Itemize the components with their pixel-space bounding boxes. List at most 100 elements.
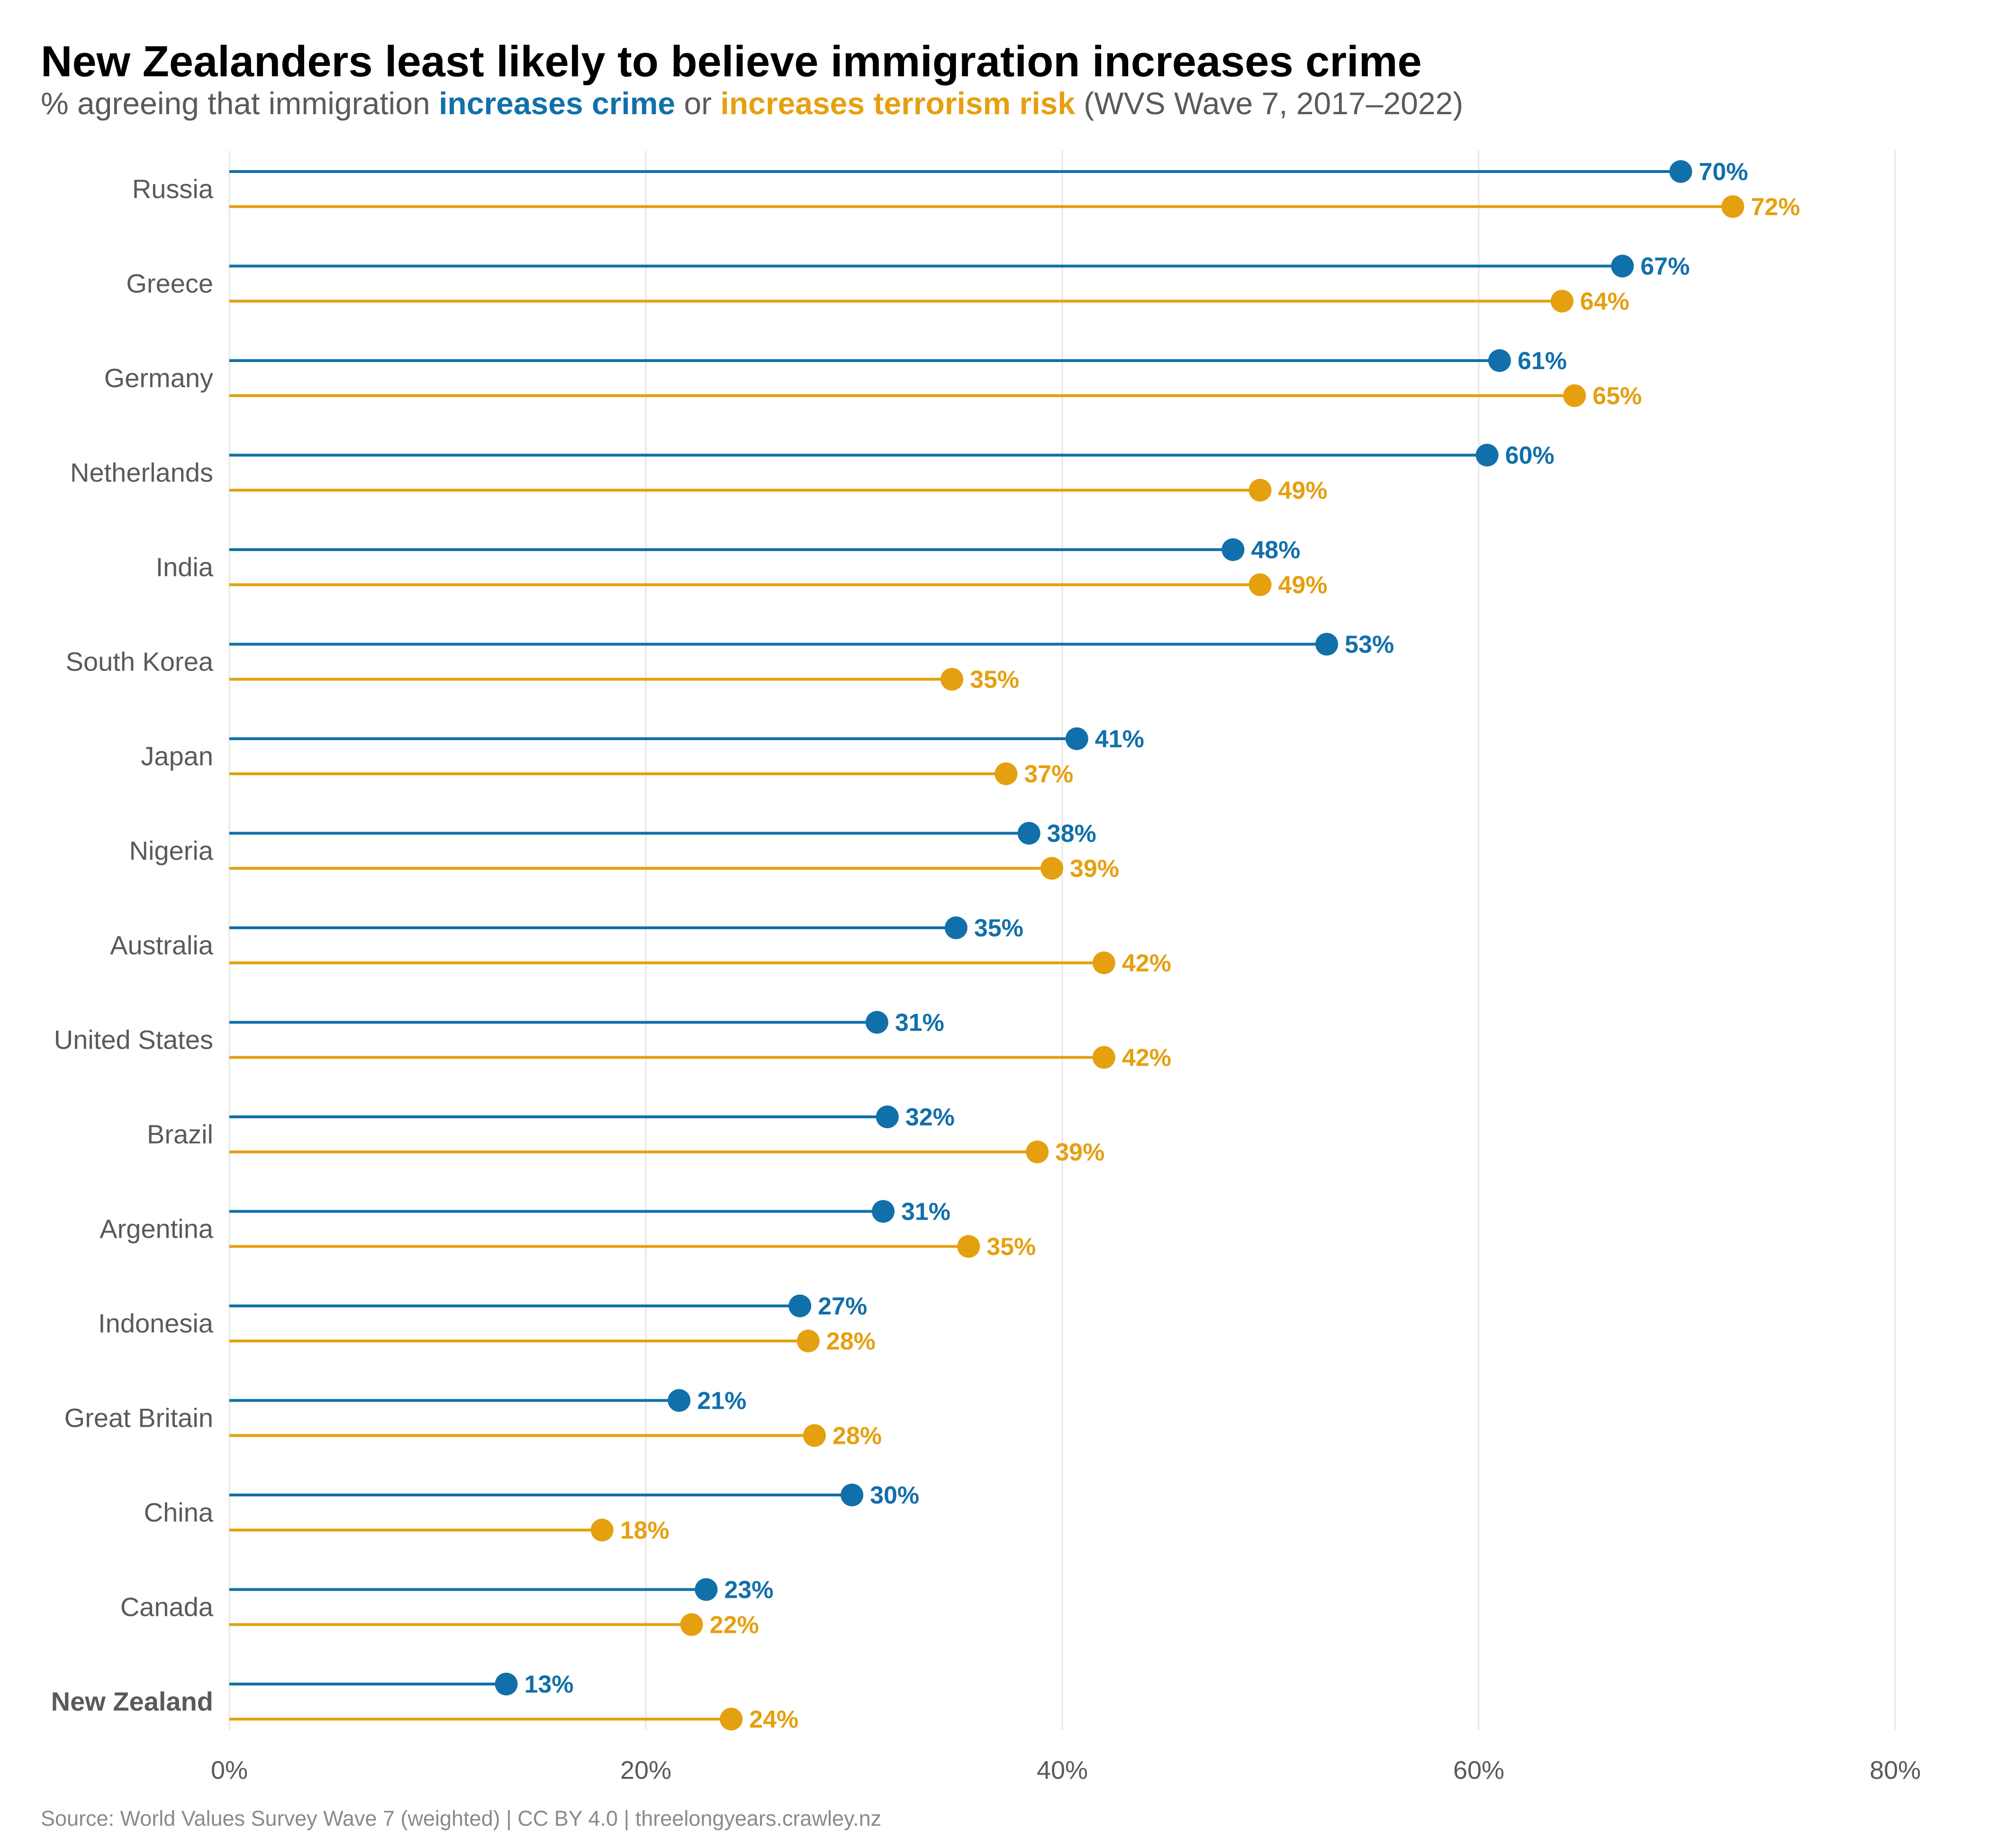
dot-terrorism	[1040, 857, 1064, 880]
y-axis-label: Argentina	[100, 1214, 214, 1244]
dot-crime	[1475, 444, 1499, 467]
value-label-terrorism: 35%	[970, 666, 1019, 694]
y-axis-label: China	[144, 1497, 214, 1527]
value-label-crime: 70%	[1699, 158, 1748, 186]
value-label-crime: 60%	[1505, 442, 1555, 470]
dot-crime	[668, 1389, 691, 1412]
value-label-crime: 27%	[818, 1293, 867, 1320]
dot-terrorism	[590, 1519, 614, 1541]
subtitle-suffix: (WVS Wave 7, 2017–2022)	[1075, 86, 1464, 121]
value-label-crime: 35%	[974, 915, 1023, 942]
value-label-terrorism: 28%	[832, 1422, 882, 1450]
y-axis-label: Russia	[132, 174, 214, 204]
value-label-terrorism: 72%	[1751, 193, 1800, 221]
dot-terrorism	[803, 1424, 826, 1447]
y-axis-label: South Korea	[66, 647, 214, 677]
value-label-crime: 41%	[1095, 725, 1144, 753]
y-axis-labels: Russia Greece Germany Netherlands India South…	[51, 174, 214, 1716]
dot-terrorism	[1721, 195, 1745, 218]
dot-terrorism	[680, 1613, 703, 1636]
y-axis-label: Brazil	[147, 1119, 213, 1149]
dot-terrorism	[720, 1708, 743, 1730]
value-label-terrorism: 65%	[1592, 382, 1642, 410]
dot-crime	[841, 1484, 864, 1506]
y-axis-label: Australia	[110, 930, 214, 960]
dot-crime	[1669, 160, 1692, 183]
dot-terrorism	[1092, 951, 1115, 974]
value-label-crime: 53%	[1345, 631, 1394, 659]
dot-crime	[865, 1011, 888, 1034]
value-label-crime: 67%	[1640, 253, 1690, 281]
chart-title: New Zealanders least likely to believe i…	[41, 37, 1422, 86]
y-axis-label: Canada	[120, 1592, 214, 1622]
dot-terrorism	[941, 668, 964, 691]
value-label-terrorism: 22%	[710, 1612, 759, 1639]
value-label-terrorism: 64%	[1580, 288, 1629, 316]
dot-terrorism	[1026, 1141, 1049, 1163]
y-axis-label: Nigeria	[129, 836, 214, 866]
x-tick-label: 20%	[620, 1756, 671, 1785]
dot-terrorism	[1563, 384, 1586, 407]
x-tick-label: 60%	[1453, 1756, 1504, 1785]
value-label-crime: 31%	[901, 1198, 950, 1226]
y-axis-label: Great Britain	[64, 1403, 213, 1433]
chart-subtitle: % agreeing that immigration increases cr…	[41, 85, 1463, 121]
value-label-crime: 23%	[724, 1576, 773, 1604]
y-axis-label: New Zealand	[51, 1686, 213, 1716]
dot-crime	[1611, 254, 1634, 278]
dot-terrorism	[1550, 290, 1574, 313]
dot-terrorism	[1248, 573, 1272, 596]
value-label-terrorism: 24%	[749, 1706, 798, 1733]
dot-terrorism	[796, 1330, 820, 1352]
dot-crime	[788, 1295, 812, 1317]
y-axis-label: India	[156, 552, 214, 582]
value-label-terrorism: 28%	[826, 1328, 876, 1355]
value-label-terrorism: 18%	[620, 1517, 669, 1544]
value-label-terrorism: 49%	[1278, 571, 1328, 599]
dot-terrorism	[957, 1235, 980, 1258]
y-axis-label: Germany	[104, 363, 213, 393]
value-label-terrorism: 39%	[1070, 855, 1119, 883]
source-note: Source: World Values Survey Wave 7 (weig…	[41, 1806, 882, 1830]
x-tick-label: 80%	[1870, 1756, 1921, 1785]
dot-crime	[1488, 349, 1511, 372]
dot-terrorism	[1248, 479, 1272, 502]
x-tick-label: 40%	[1037, 1756, 1088, 1785]
y-axis-label: Greece	[126, 269, 213, 299]
dot-crime	[1221, 538, 1245, 561]
y-axis-label: Netherlands	[70, 458, 213, 488]
dot-crime	[1065, 727, 1088, 750]
dot-crime	[944, 916, 968, 939]
value-label-crime: 30%	[870, 1482, 919, 1509]
subtitle-prefix: % agreeing that immigration	[41, 86, 439, 121]
value-label-crime: 48%	[1251, 536, 1300, 564]
dot-crime	[1315, 633, 1339, 656]
x-axis-tick-labels: 0% 20% 40% 60% 80%	[211, 1756, 1921, 1785]
y-axis-label: United States	[54, 1025, 213, 1055]
subtitle-middle: or	[675, 86, 721, 121]
dot-crime	[1017, 822, 1040, 845]
y-axis-label: Japan	[141, 741, 213, 771]
value-label-terrorism: 35%	[986, 1233, 1036, 1261]
value-label-crime: 13%	[525, 1671, 574, 1698]
dot-terrorism	[995, 762, 1018, 785]
subtitle-series-terrorism: increases terrorism risk	[720, 86, 1075, 121]
value-label-crime: 21%	[697, 1387, 746, 1415]
value-label-terrorism: 39%	[1055, 1139, 1104, 1166]
value-label-terrorism: 42%	[1122, 950, 1171, 977]
dot-crime	[695, 1578, 718, 1601]
gridlines	[228, 151, 1896, 1730]
value-label-crime: 38%	[1047, 820, 1096, 848]
dot-terrorism	[1092, 1046, 1115, 1069]
value-label-terrorism: 42%	[1122, 1044, 1171, 1072]
y-axis-label: Indonesia	[98, 1308, 214, 1338]
value-label-terrorism: 37%	[1024, 761, 1073, 788]
dot-crime	[876, 1105, 899, 1128]
subtitle-series-crime: increases crime	[439, 86, 676, 121]
dot-crime	[872, 1200, 895, 1223]
dot-crime	[495, 1673, 518, 1695]
value-label-crime: 31%	[895, 1009, 944, 1037]
x-tick-label: 0%	[211, 1756, 248, 1785]
lollipop-dots	[495, 160, 1745, 1730]
